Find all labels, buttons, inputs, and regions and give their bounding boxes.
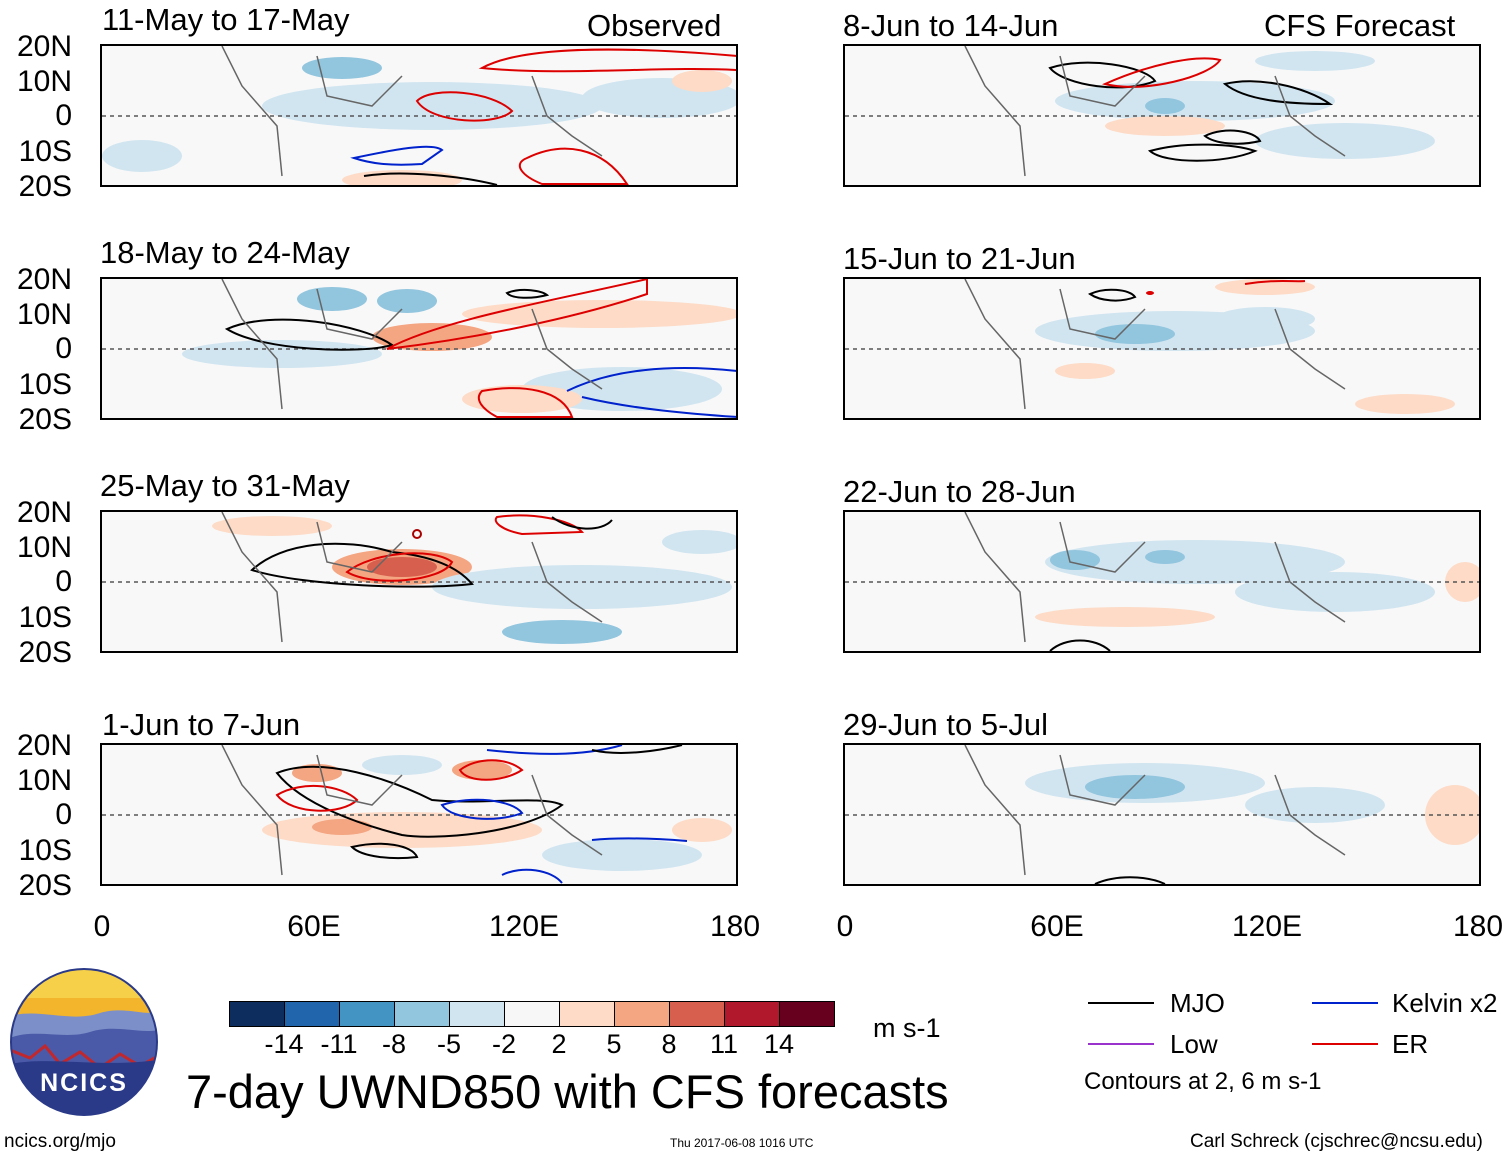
colorbar-tick-label: 11: [709, 1029, 739, 1059]
colorbar-tick-label: -8: [381, 1029, 406, 1059]
colorbar-swatch: [780, 1002, 834, 1026]
colorbar-swatch: [560, 1002, 615, 1026]
footer-timestamp: Thu 2017-06-08 1016 UTC: [670, 1136, 814, 1150]
colorbar-tick-label: 8: [661, 1029, 677, 1059]
colorbar-unit: m s-1: [873, 1013, 941, 1043]
legend-label-low: Low: [1170, 1029, 1218, 1059]
map-panel: [843, 44, 1481, 187]
lat-label: 0: [55, 565, 72, 598]
panel-title: 25-May to 31-May: [100, 468, 350, 503]
map-panel: [100, 510, 738, 653]
lon-label: 60E: [287, 910, 341, 943]
colorbar-swatch: [615, 1002, 670, 1026]
colorbar-tick-label: -2: [491, 1029, 516, 1059]
colorbar-tick-label: 2: [551, 1029, 567, 1059]
colorbar-swatch: [450, 1002, 505, 1026]
lat-label: 20N: [16, 263, 72, 296]
map-panel: [100, 44, 738, 187]
colorbar-swatch: [670, 1002, 725, 1026]
lat-label: 20S: [18, 869, 72, 902]
observed-label: Observed: [587, 8, 722, 43]
lat-label: 0: [55, 332, 72, 365]
colorbar-swatch: [230, 1002, 285, 1026]
legend-swatch-low: [1088, 1043, 1154, 1045]
colorbar-tick-label: -5: [436, 1029, 461, 1059]
legend-label-mjo: MJO: [1170, 988, 1225, 1018]
legend-label-kelvin: Kelvin x2: [1392, 988, 1498, 1018]
lat-label: 10N: [16, 298, 72, 331]
lat-label: 10N: [16, 764, 72, 797]
lat-label: 10S: [18, 601, 72, 634]
panel-title: 22-Jun to 28-Jun: [843, 474, 1076, 509]
colorbar-swatch: [285, 1002, 340, 1026]
lat-label: 20S: [18, 636, 72, 669]
lat-label: 20N: [16, 496, 72, 529]
footer-url[interactable]: ncics.org/mjo: [4, 1131, 116, 1152]
lat-label: 10N: [16, 531, 72, 564]
map-panel: [100, 277, 738, 420]
legend-label-er: ER: [1392, 1029, 1429, 1059]
legend-swatch-kelvin: [1312, 1002, 1378, 1004]
panel-title: 11-May to 17-May: [102, 2, 350, 37]
colorbar-swatch: [505, 1002, 560, 1026]
lat-label: 0: [55, 99, 72, 132]
lat-label: 10N: [16, 65, 72, 98]
lat-label: 20S: [18, 403, 72, 436]
map-panel: [843, 743, 1481, 886]
colorbar-tick-label: -11: [320, 1029, 358, 1059]
colorbar-tick-label: 5: [606, 1029, 622, 1059]
legend-swatch-er: [1312, 1043, 1378, 1045]
lon-label: 180: [1452, 910, 1504, 943]
colorbar-swatch: [725, 1002, 780, 1026]
panel-title: 8-Jun to 14-Jun: [843, 8, 1059, 43]
ncics-logo: NCICS: [10, 968, 158, 1116]
contour-note: Contours at 2, 6 m s-1: [1084, 1068, 1322, 1095]
footer-credit: Carl Schreck (cjschrec@ncsu.edu): [1190, 1131, 1483, 1152]
colorbar: [229, 1001, 835, 1027]
lat-label: 10S: [18, 368, 72, 401]
cfs-forecast-label: CFS Forecast: [1264, 8, 1456, 43]
lon-label: 120E: [1231, 910, 1303, 943]
lon-label: 120E: [488, 910, 560, 943]
lon-label: 180: [709, 910, 761, 943]
lat-label: 0: [55, 798, 72, 831]
lon-label: 60E: [1030, 910, 1084, 943]
lat-label: 10S: [18, 135, 72, 168]
colorbar-tick-label: -14: [264, 1029, 304, 1059]
lat-label: 20N: [16, 729, 72, 762]
panel-title: 29-Jun to 5-Jul: [843, 707, 1049, 742]
panel-title: 1-Jun to 7-Jun: [102, 707, 301, 742]
main-title: 7-day UWND850 with CFS forecasts: [186, 1065, 949, 1118]
lat-label: 20S: [18, 170, 72, 203]
panel-title: 15-Jun to 21-Jun: [843, 241, 1076, 276]
map-panel: [843, 277, 1481, 420]
colorbar-swatch: [340, 1002, 395, 1026]
lon-label: 0: [836, 910, 854, 943]
legend-swatch-mjo: [1088, 1002, 1154, 1004]
lat-label: 10S: [18, 834, 72, 867]
panel-title: 18-May to 24-May: [100, 235, 350, 270]
colorbar-swatch: [395, 1002, 450, 1026]
colorbar-tick-label: 14: [763, 1029, 795, 1059]
logo-text: NCICS: [40, 1069, 128, 1097]
map-panel: [100, 743, 738, 886]
map-panel: [843, 510, 1481, 653]
lat-label: 20N: [16, 30, 72, 63]
lon-label: 0: [93, 910, 111, 943]
